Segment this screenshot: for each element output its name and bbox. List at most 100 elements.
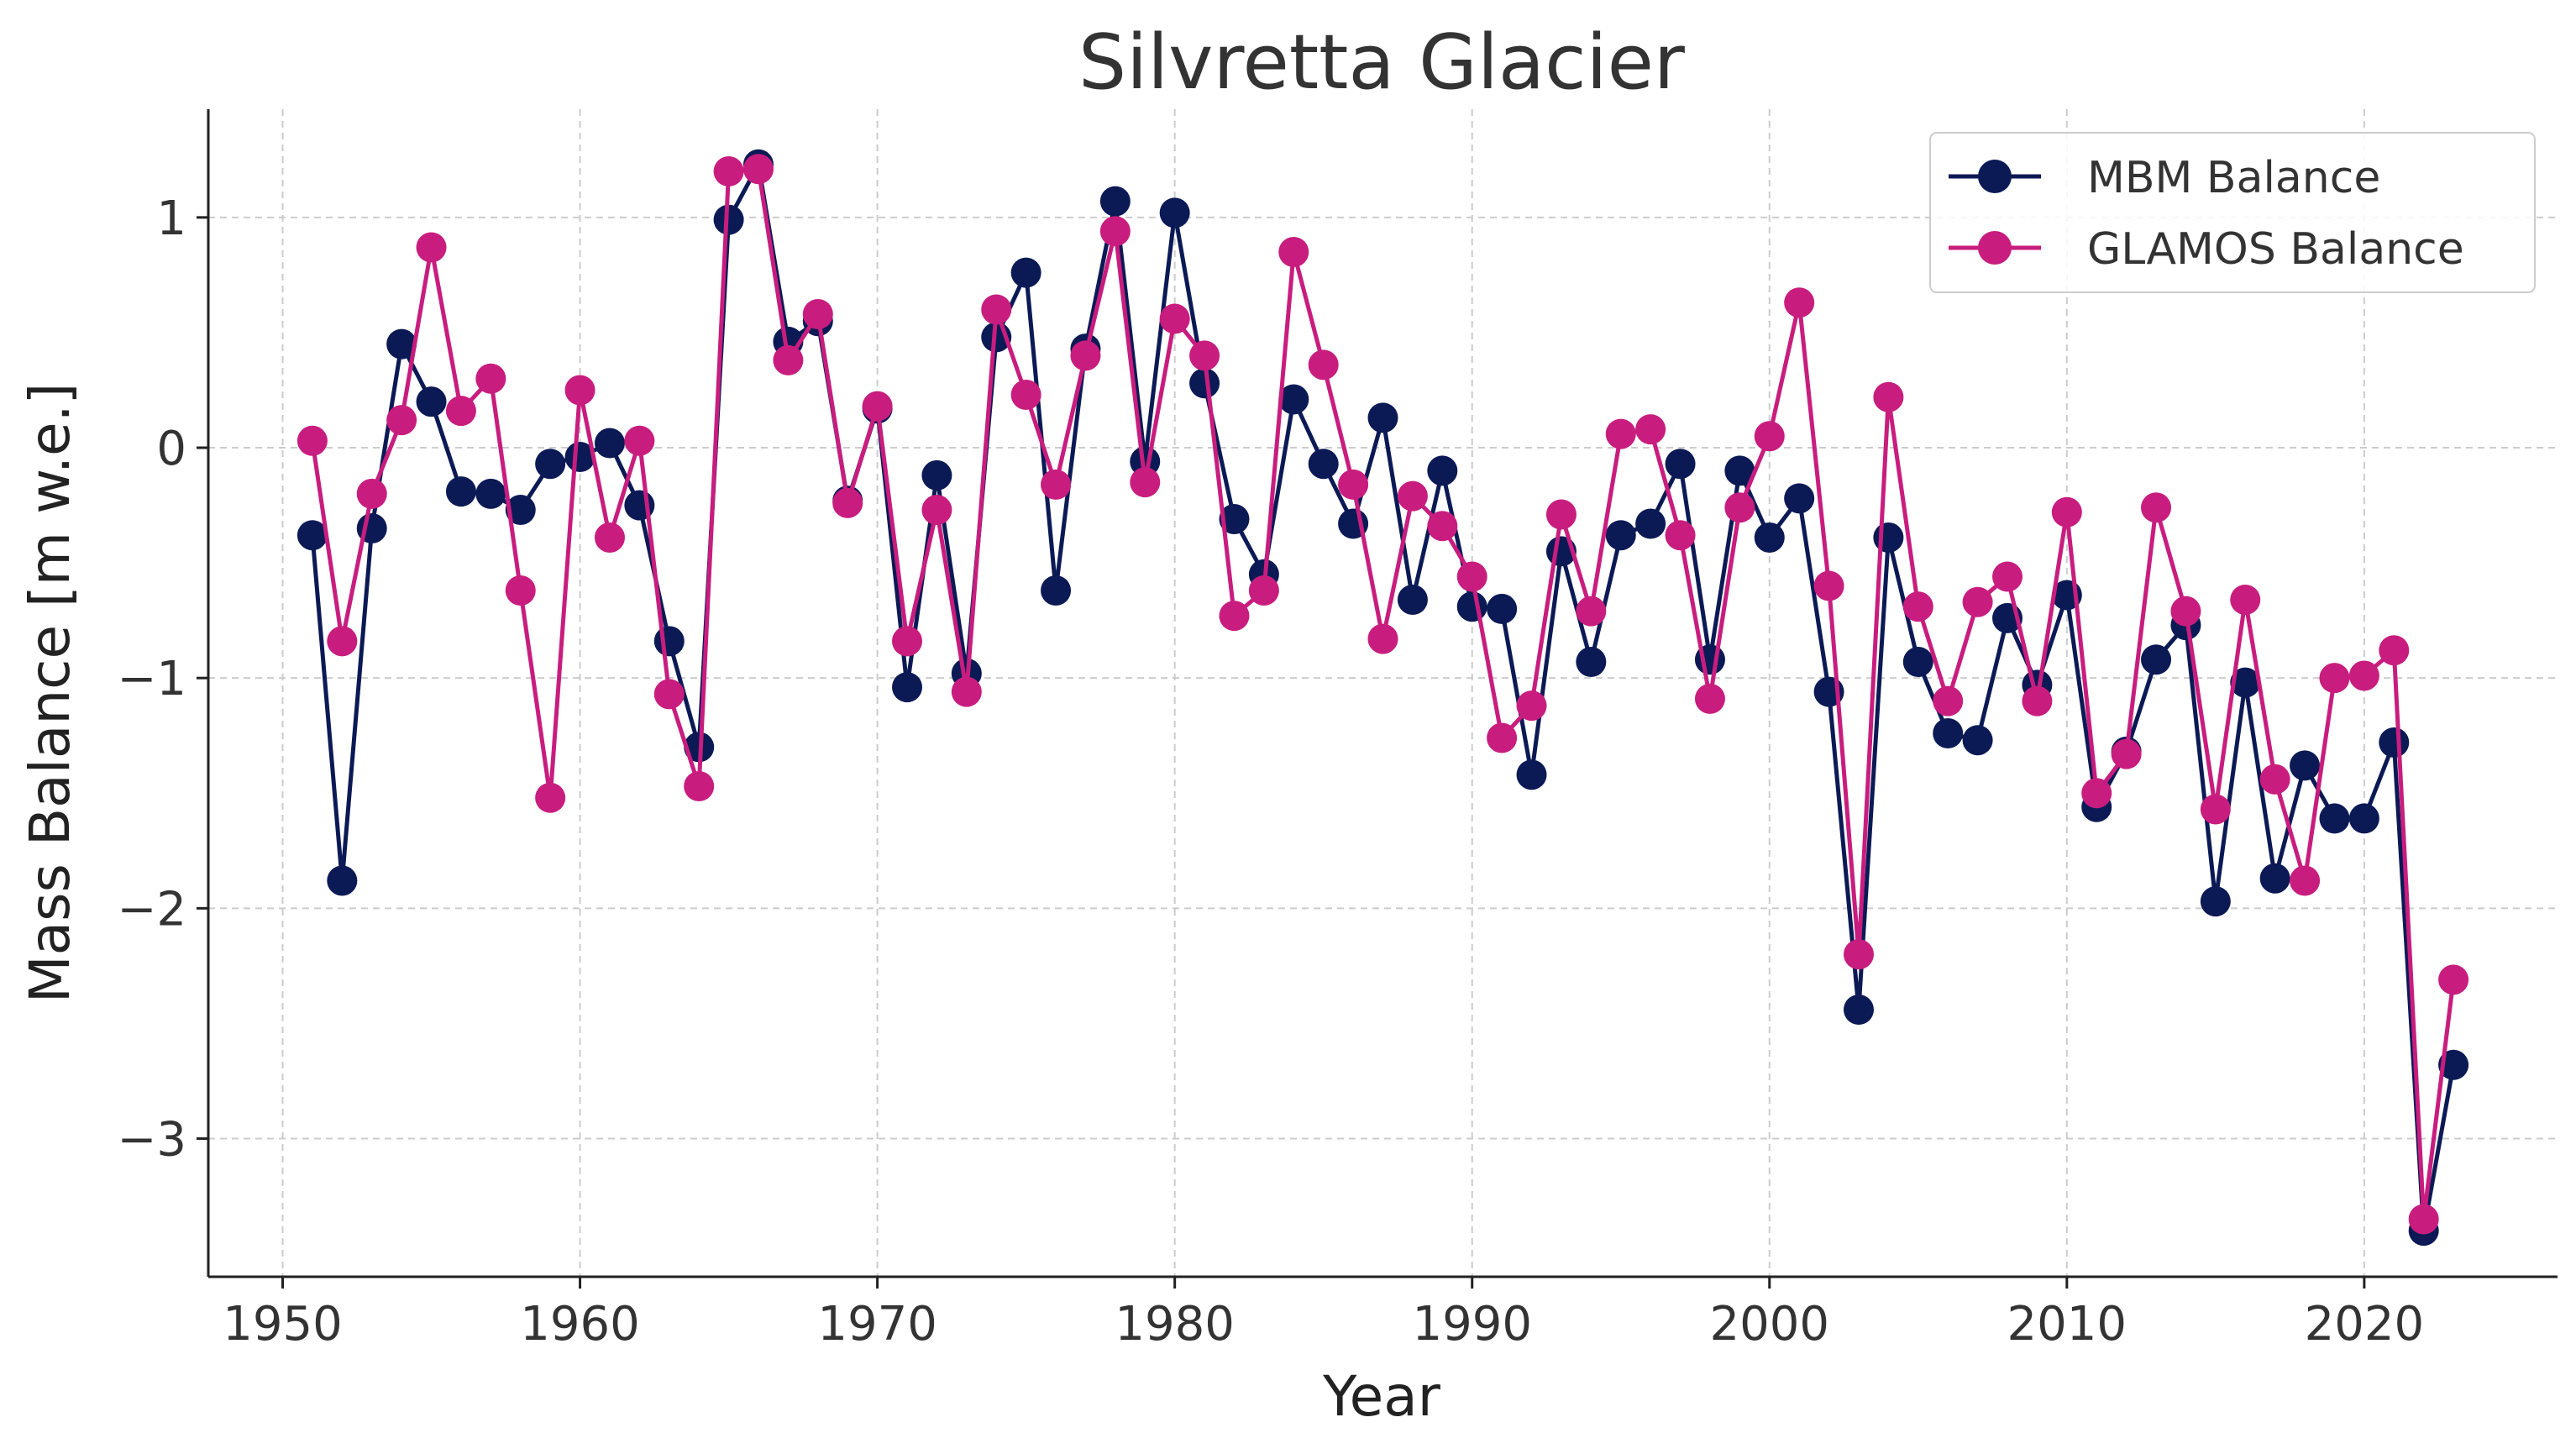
data-point <box>1487 593 1518 624</box>
data-point <box>2379 635 2410 666</box>
data-point <box>1099 216 1131 247</box>
data-point <box>2379 727 2410 758</box>
x-tick-label: 1950 <box>223 1297 343 1352</box>
legend-box <box>1929 132 2536 293</box>
data-point <box>1933 717 1964 748</box>
data-point <box>1367 623 1398 654</box>
y-tick-label: 1 <box>156 192 186 246</box>
series-mbm <box>296 149 2469 1247</box>
data-point <box>624 425 655 456</box>
data-point <box>1427 511 1458 542</box>
data-point <box>1576 646 1607 677</box>
data-point <box>1308 349 1339 381</box>
series <box>296 149 2469 1247</box>
data-point <box>1099 186 1131 217</box>
data-point <box>1248 575 1279 606</box>
data-point <box>1308 449 1339 480</box>
data-point <box>1724 492 1755 523</box>
data-point <box>892 672 923 703</box>
data-point <box>1070 340 1101 371</box>
data-point <box>713 204 744 235</box>
x-tick-label: 1970 <box>817 1297 937 1352</box>
data-point <box>921 495 952 526</box>
data-point <box>1635 414 1666 445</box>
data-point <box>1962 725 1993 756</box>
data-point <box>1456 561 1487 592</box>
axes <box>207 109 2558 1278</box>
x-tick-label: 2020 <box>2305 1297 2425 1352</box>
data-point <box>802 299 833 330</box>
data-point <box>594 522 625 553</box>
legend: MBM Balance GLAMOS Balance <box>1929 132 2536 293</box>
data-point <box>1278 236 1309 267</box>
data-point <box>1576 596 1607 627</box>
data-point <box>1367 402 1398 433</box>
data-point <box>2170 596 2201 627</box>
data-point <box>2408 1204 2439 1235</box>
data-point <box>327 865 358 896</box>
data-point <box>2081 778 2112 809</box>
data-point <box>653 626 685 657</box>
data-point <box>356 478 387 509</box>
data-point <box>2259 863 2290 894</box>
y-tick-label: 0 <box>156 422 186 476</box>
data-point <box>2319 803 2350 834</box>
data-point <box>1665 449 1696 480</box>
series-line <box>310 166 2456 1221</box>
data-point <box>2200 886 2231 917</box>
data-point <box>1605 520 1636 551</box>
data-point <box>1784 287 1815 318</box>
data-point <box>1784 483 1815 514</box>
data-point <box>1635 508 1666 539</box>
data-point <box>2200 794 2231 825</box>
data-point <box>2438 964 2469 995</box>
data-point <box>1219 601 1250 632</box>
data-point <box>1605 418 1636 449</box>
data-point <box>773 344 804 375</box>
data-point <box>1843 939 1874 970</box>
data-point <box>2319 663 2350 694</box>
data-point <box>445 396 476 427</box>
y-axis-label: Mass Balance [m w.e.] <box>18 383 82 1004</box>
data-point <box>1456 591 1487 622</box>
data-point <box>1962 586 1993 617</box>
data-point <box>535 449 566 480</box>
data-point <box>1010 257 1041 288</box>
data-point <box>2141 644 2172 675</box>
data-point <box>535 782 566 813</box>
data-point <box>386 328 417 360</box>
data-point <box>1219 504 1250 535</box>
data-point <box>2022 685 2053 717</box>
data-point <box>1873 522 1904 553</box>
data-point <box>1843 994 1874 1025</box>
tick-labels: 1950 1960 1970 1980 1990 2000 2010 2020 1 0 −1 −2 −3 <box>117 192 2424 1352</box>
data-point <box>386 405 417 436</box>
data-point <box>1189 368 1220 399</box>
data-point <box>594 428 625 459</box>
data-point <box>505 575 536 606</box>
data-point <box>1933 685 1964 717</box>
data-point <box>564 441 595 472</box>
data-point <box>564 375 595 406</box>
data-point <box>1665 520 1696 551</box>
data-point <box>416 386 447 417</box>
data-point <box>1427 455 1458 486</box>
legend-marker-mbm <box>1978 160 2012 193</box>
data-point <box>862 391 893 422</box>
legend-marker-glamos <box>1978 231 2012 265</box>
data-point <box>1754 421 1785 452</box>
x-axis-label: Year <box>1322 1364 1441 1429</box>
chart-title: Silvretta Glacier <box>1078 18 1685 107</box>
data-point <box>445 476 476 507</box>
data-point <box>832 487 863 518</box>
data-point <box>2290 865 2321 896</box>
data-point <box>1397 584 1428 615</box>
data-point <box>475 478 506 509</box>
data-point <box>1516 690 1547 722</box>
data-point <box>1041 469 1072 500</box>
data-point <box>2230 584 2261 615</box>
data-point <box>2111 738 2142 769</box>
data-point <box>653 679 685 710</box>
data-point <box>892 626 923 657</box>
